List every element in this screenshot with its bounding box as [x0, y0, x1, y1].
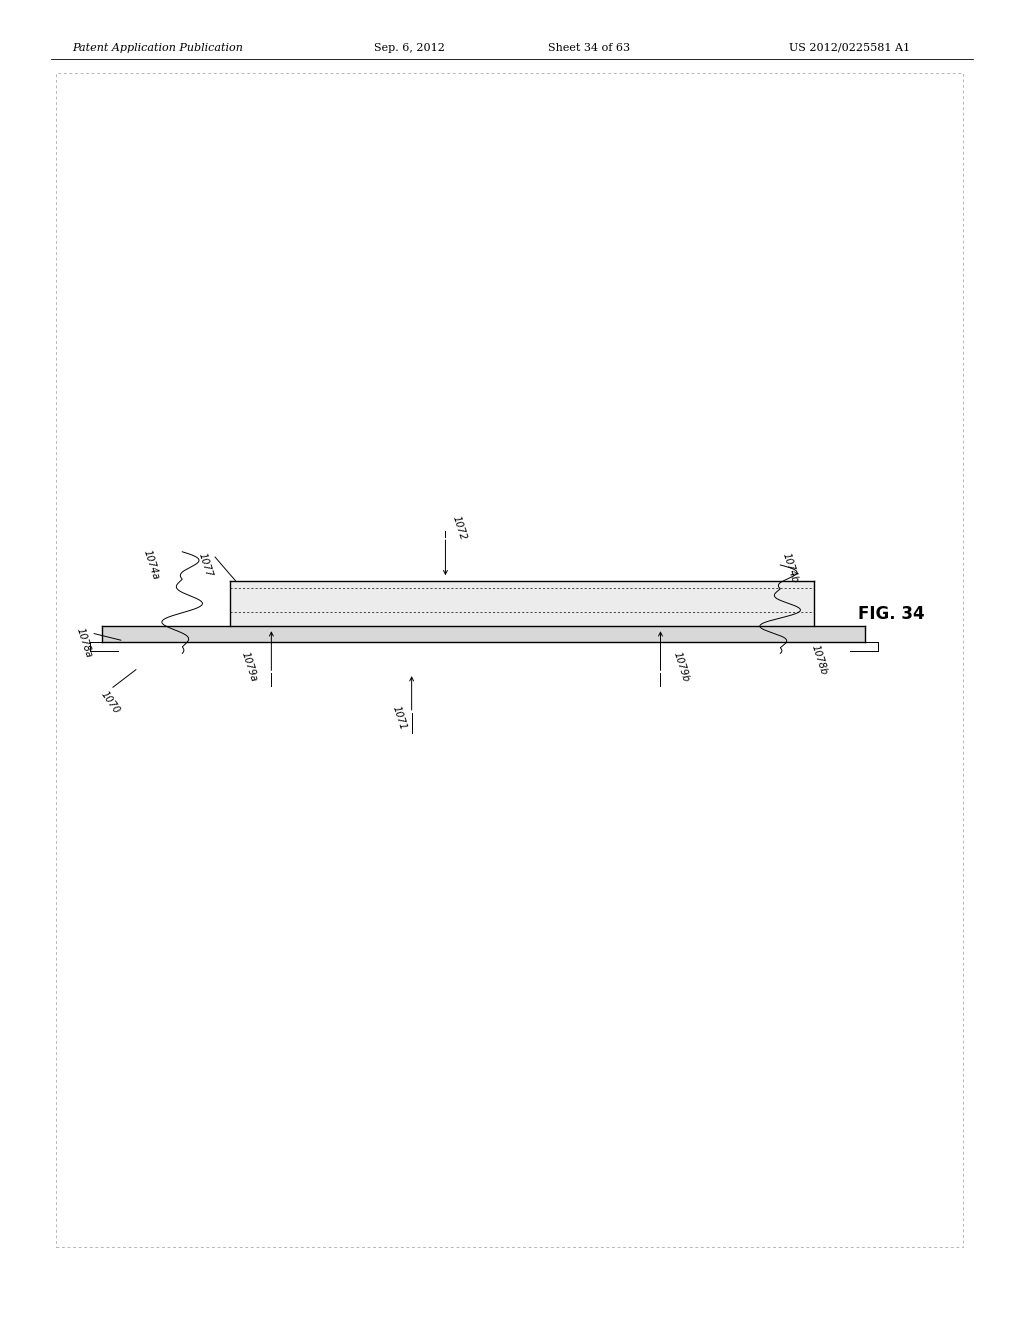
Text: 1078a: 1078a [75, 627, 93, 659]
Text: 1074a: 1074a [142, 549, 161, 581]
Text: 1072: 1072 [451, 515, 467, 541]
Text: 1074b: 1074b [781, 552, 800, 583]
Text: 1071: 1071 [391, 705, 408, 731]
Text: 1077: 1077 [197, 552, 213, 578]
Text: 1078b: 1078b [810, 644, 828, 676]
Bar [230, 581, 814, 626]
Text: Sheet 34 of 63: Sheet 34 of 63 [548, 42, 630, 53]
Text: Sep. 6, 2012: Sep. 6, 2012 [374, 42, 445, 53]
Text: Patent Application Publication: Patent Application Publication [72, 42, 243, 53]
Text: US 2012/0225581 A1: US 2012/0225581 A1 [790, 42, 910, 53]
Text: 1079a: 1079a [240, 651, 258, 682]
Text: 1079b: 1079b [672, 651, 690, 682]
Text: FIG. 34: FIG. 34 [857, 605, 925, 623]
Text: 1070: 1070 [99, 689, 122, 715]
Bar [102, 626, 865, 642]
